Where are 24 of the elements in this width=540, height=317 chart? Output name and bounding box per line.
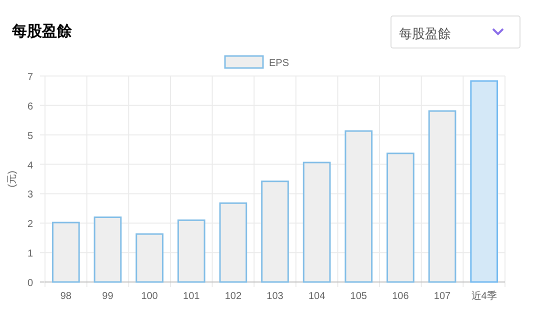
y-axis-title: (元) [7,170,18,188]
x-tick-label: 100 [141,291,158,302]
y-tick-label: 3 [27,190,34,201]
legend-label: EPS [269,58,290,69]
x-tick-label: 104 [308,291,326,302]
x-tick-label: 101 [183,291,200,302]
y-tick-label: 7 [27,72,34,83]
x-tick-label: 103 [266,291,284,302]
title: 每股盈餘 [12,23,72,40]
x-tick-label: 近4季 [471,290,497,302]
x-tick-label: 107 [434,291,452,302]
dropdown: 每股盈餘 [390,16,520,48]
x-tick-label: 105 [350,291,368,302]
y-tick-label: 6 [27,101,34,112]
y-tick-label: 4 [27,160,34,172]
x-tick-label: 102 [224,291,242,302]
x-tick-label: 99 [102,291,114,302]
legend: EPS [224,55,290,69]
x-tick-label: 106 [392,291,410,302]
x-tick-label: 98 [60,291,72,302]
y-tick-label: 2 [27,219,34,230]
y-tick-label: 5 [27,130,34,142]
y-tick-label: 0 [27,278,34,289]
y-tick-label: 1 [27,248,34,260]
